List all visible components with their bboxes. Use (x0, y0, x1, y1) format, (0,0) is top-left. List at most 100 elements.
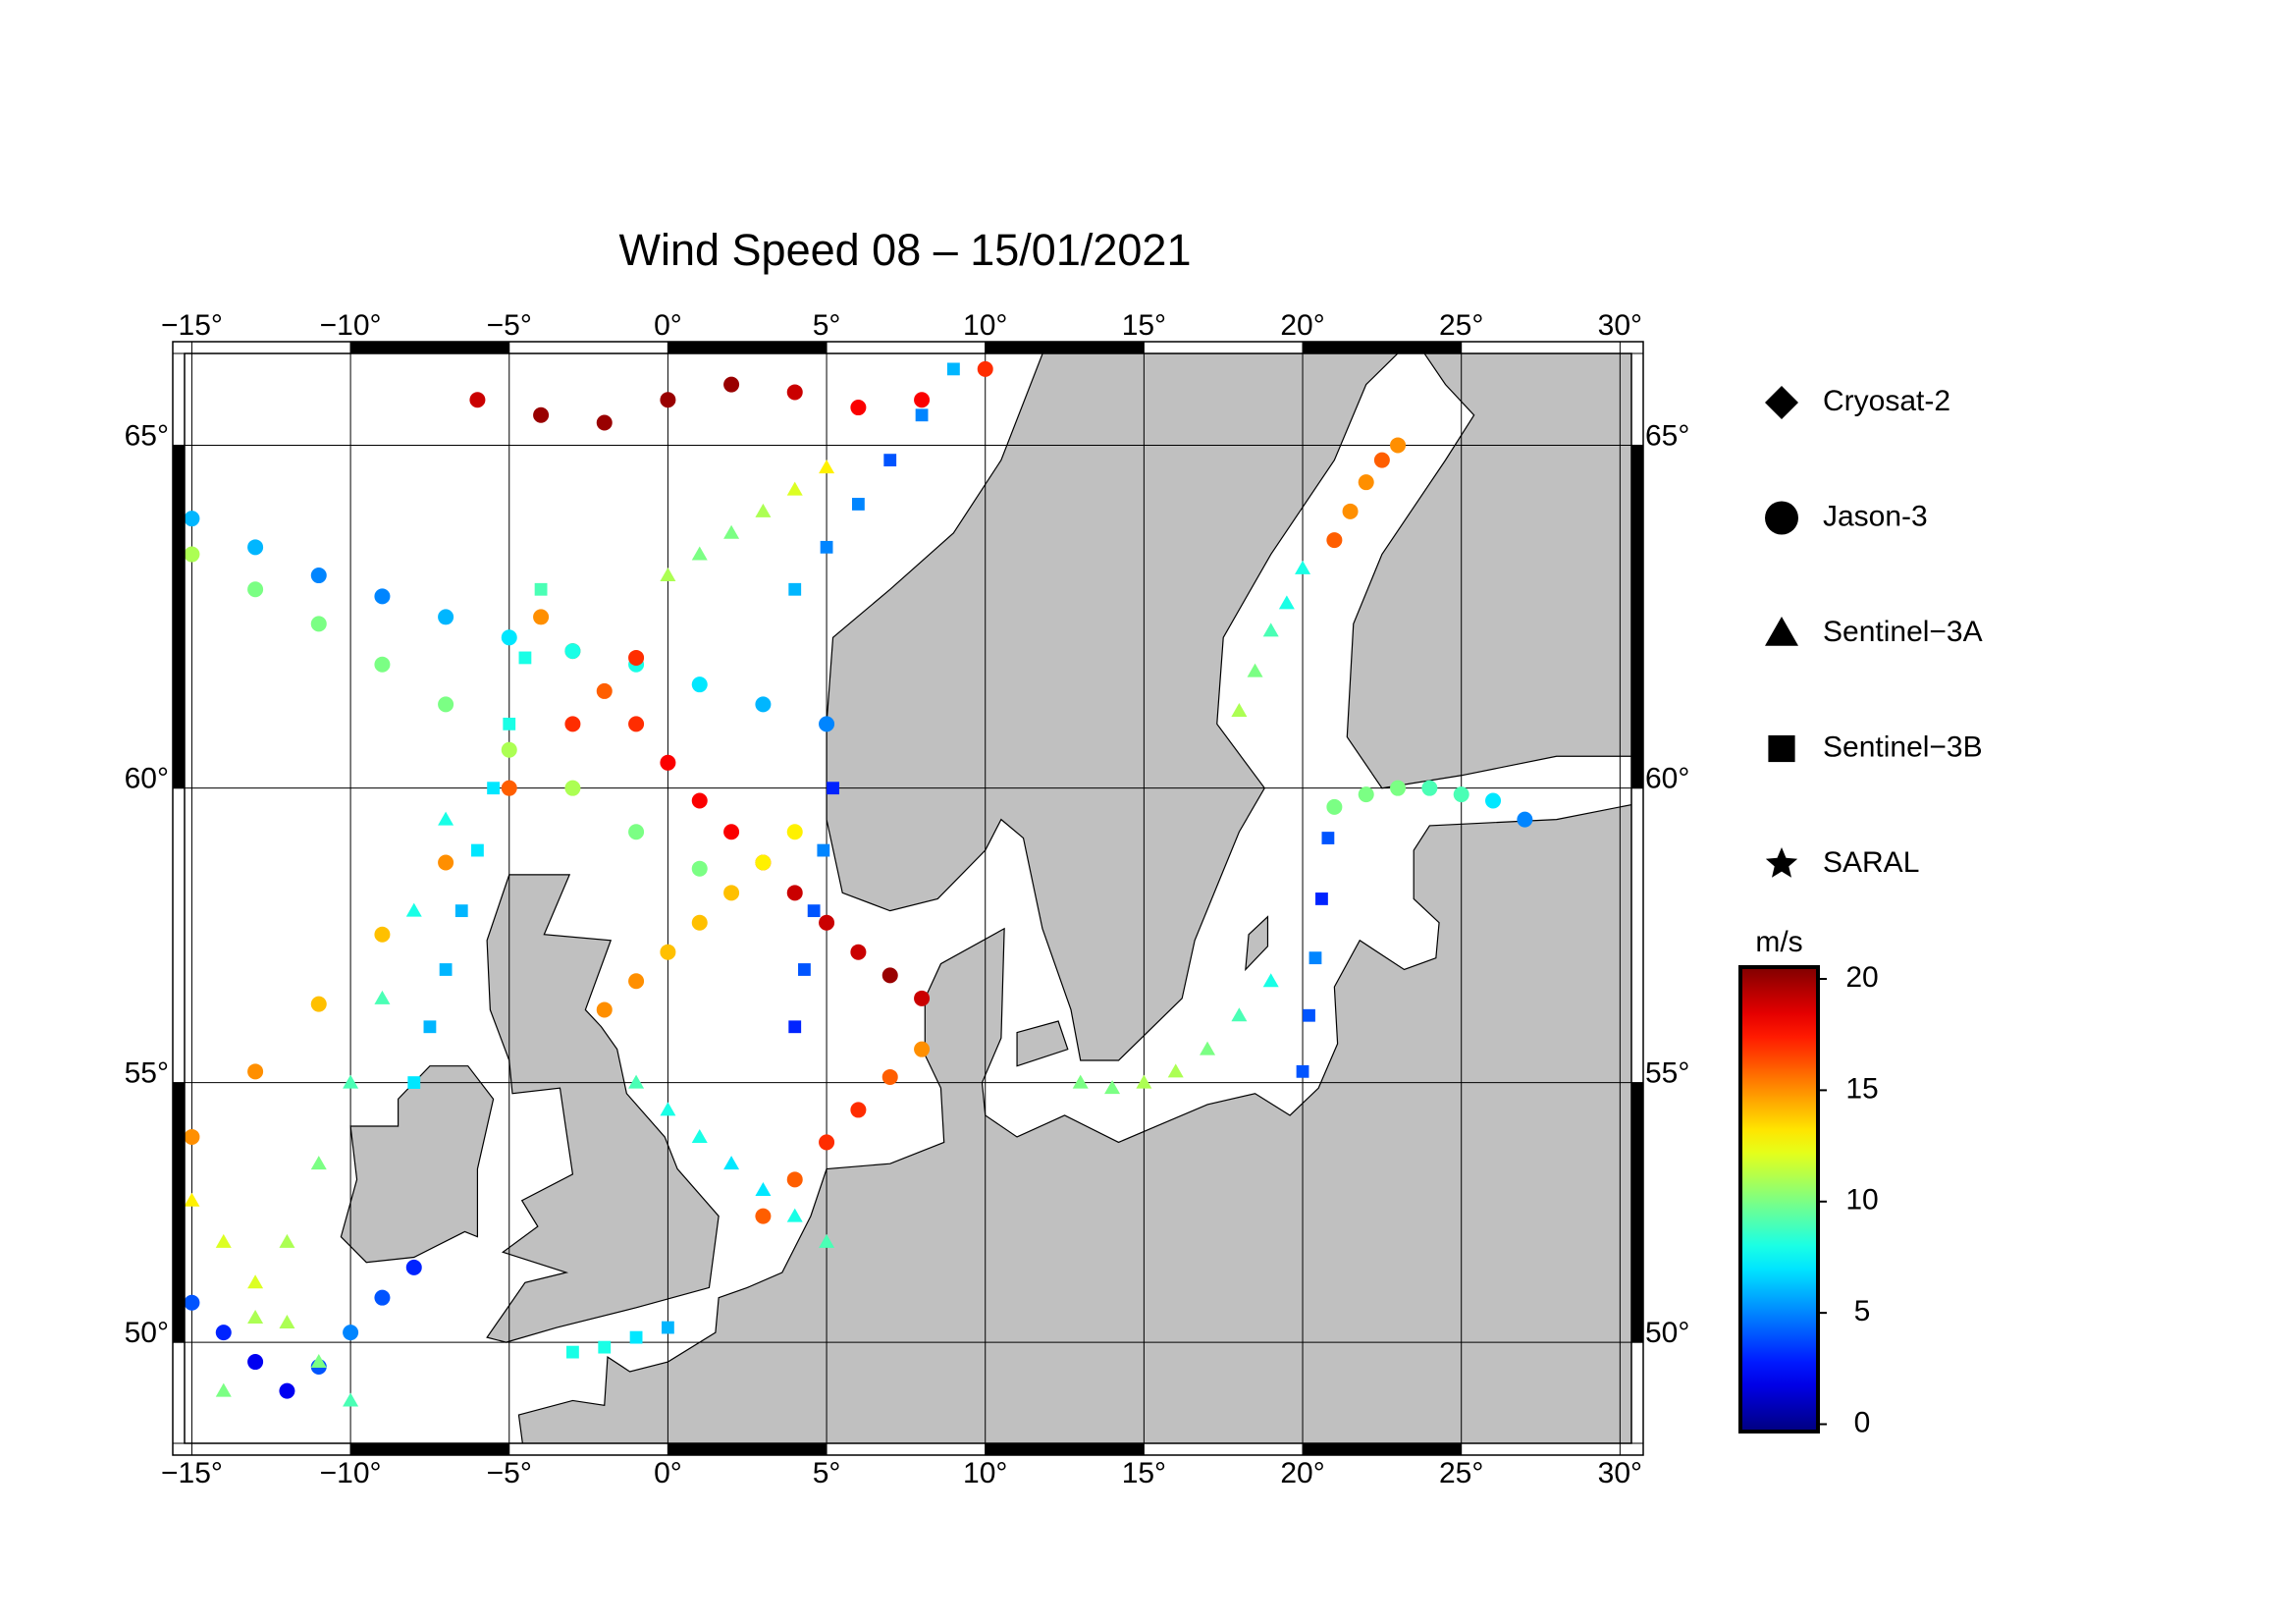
y-tick-label: 65° (125, 419, 169, 452)
frame-bar (349, 341, 510, 354)
colorbar-tick-label: 5 (1854, 1295, 1871, 1327)
wind-point (564, 643, 581, 660)
frame-bar (667, 341, 828, 354)
wind-point (1358, 474, 1374, 491)
wind-point (310, 568, 327, 584)
wind-point (564, 716, 581, 732)
frame-bar (349, 1442, 510, 1456)
colorbar-tick-label: 20 (1845, 961, 1878, 994)
land-area (517, 803, 1631, 1443)
legend-marker (1765, 847, 1798, 878)
wind-point (310, 616, 327, 632)
wind-point (662, 1321, 674, 1334)
wind-point (628, 973, 645, 990)
wind-point (628, 649, 645, 666)
wind-point (755, 854, 772, 871)
wind-point (374, 990, 391, 1004)
land-area (1016, 1020, 1069, 1067)
wind-point (247, 1354, 264, 1371)
y-tick-label: 60° (1645, 763, 1689, 795)
wind-point (374, 588, 391, 605)
wind-point (1262, 973, 1279, 988)
wind-point (533, 406, 550, 423)
x-tick-label: −5° (487, 309, 532, 342)
wind-point (279, 1315, 295, 1329)
wind-point (1278, 595, 1295, 610)
x-tick-label: 15° (1122, 1457, 1166, 1489)
wind-point (807, 904, 821, 918)
x-tick-label: 15° (1122, 309, 1166, 342)
map-title: Wind Speed 08 – 15/01/2021 (619, 225, 1192, 275)
x-tick-label: 25° (1439, 1457, 1483, 1489)
wind-point (914, 990, 931, 1006)
wind-point (881, 967, 898, 984)
frame-bar (508, 1442, 668, 1456)
legend-label: Sentinel−3B (1823, 730, 1983, 763)
x-tick-label: 20° (1280, 309, 1324, 342)
map-border (184, 352, 1632, 1444)
frame-bar (190, 1442, 351, 1456)
wind-point (185, 1294, 200, 1311)
legend-marker (1765, 501, 1798, 535)
wind-point (185, 1192, 200, 1207)
y-tick-label: 60° (125, 763, 169, 795)
wind-point (798, 963, 811, 976)
frame-bar (172, 1082, 186, 1343)
wind-point (469, 392, 486, 408)
wind-point (1303, 1008, 1315, 1022)
y-tick-label: 55° (125, 1056, 169, 1089)
x-tick-label: −15° (161, 1457, 223, 1489)
y-tick-label: 65° (1645, 419, 1689, 452)
wind-point (215, 1325, 232, 1341)
y-tick-label: 50° (1645, 1317, 1689, 1349)
frame-bar (1302, 341, 1463, 354)
wind-point (883, 454, 897, 467)
wind-point (1295, 560, 1311, 574)
wind-point (914, 1041, 931, 1057)
wind-point (788, 1020, 802, 1034)
wind-point (596, 414, 613, 431)
frame-border (172, 341, 1644, 1456)
wind-point (819, 914, 835, 931)
legend-marker (1765, 386, 1798, 419)
colorbar (1738, 965, 1820, 1434)
frame-bar (985, 341, 1145, 354)
wind-point (1485, 792, 1502, 809)
wind-point (819, 1233, 835, 1248)
wind-point (438, 854, 454, 871)
wind-point (1315, 893, 1328, 905)
wind-point (215, 1382, 232, 1397)
wind-point (819, 1134, 835, 1151)
wind-point (691, 860, 708, 877)
land-area (1245, 915, 1269, 972)
wind-point (405, 902, 422, 917)
legend-marker (1768, 734, 1795, 763)
wind-point (566, 1345, 579, 1359)
wind-point (501, 629, 517, 646)
wind-point (185, 511, 200, 527)
wind-point (850, 944, 867, 960)
colorbar-tick-label: 0 (1854, 1406, 1871, 1438)
frame-bar (172, 1341, 186, 1444)
x-tick-label: 20° (1280, 1457, 1324, 1489)
wind-point (279, 1382, 295, 1399)
wind-point (723, 376, 740, 393)
wind-point (374, 1289, 391, 1306)
wind-point (723, 885, 740, 901)
frame-bar (826, 341, 987, 354)
wind-point (723, 824, 740, 840)
wind-point (487, 782, 500, 795)
legend-label: SARAL (1823, 846, 1919, 879)
wind-point (1373, 452, 1390, 468)
wind-point (628, 1074, 645, 1089)
frame-bar (826, 1442, 987, 1456)
wind-point (1421, 780, 1438, 796)
wind-point (723, 524, 740, 539)
x-tick-label: 30° (1598, 1457, 1642, 1489)
frame (172, 341, 1644, 1456)
wind-point (471, 843, 484, 857)
wind-point (852, 498, 865, 511)
wind-point (438, 609, 454, 625)
wind-point (819, 460, 835, 474)
wind-point (343, 1325, 359, 1341)
